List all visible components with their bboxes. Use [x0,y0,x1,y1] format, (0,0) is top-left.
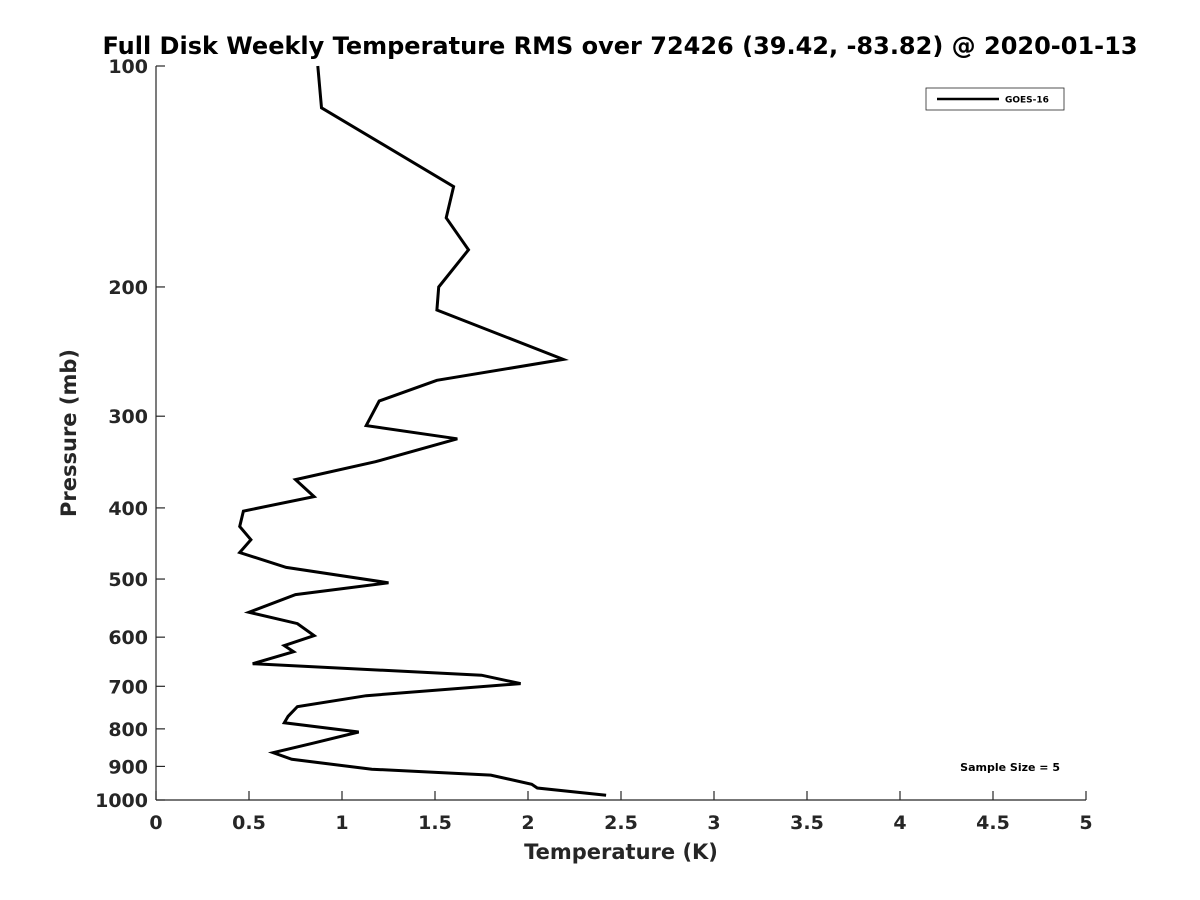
x-tick-label: 1.5 [418,812,452,834]
x-tick-label: 3.5 [790,812,824,834]
series-line-goes16 [237,65,607,797]
y-tick-label: 800 [108,719,148,741]
x-tick-label: 5 [1079,812,1092,834]
y-axis-ticks: 100 200 300 400 500 600 700 800 900 1000 [95,56,165,812]
chart-title: Full Disk Weekly Temperature RMS over 72… [102,32,1137,60]
y-tick-label: 400 [108,498,148,520]
x-tick-label: 4 [893,812,906,834]
y-tick-label: 300 [108,406,148,428]
x-axis-ticks: 0 0.5 1 1.5 2 2.5 3 3.5 4 4.5 5 [149,791,1093,834]
sample-size-annotation: Sample Size = 5 [960,761,1060,774]
series-layer [237,65,607,797]
x-tick-label: 1 [335,812,348,834]
y-tick-label: 700 [108,676,148,698]
legend-label-goes16: GOES-16 [1005,96,1049,106]
y-tick-label: 200 [108,277,148,299]
x-tick-label: 0.5 [232,812,266,834]
y-tick-label: 100 [108,56,148,78]
y-tick-label: 500 [108,569,148,591]
y-tick-label: 900 [108,756,148,778]
legend: GOES-16 [925,87,1065,111]
x-tick-label: 2 [521,812,534,834]
y-axis-label: Pressure (mb) [57,349,81,517]
x-tick-label: 3 [707,812,720,834]
x-tick-label: 4.5 [976,812,1010,834]
y-tick-label: 1000 [95,790,148,812]
x-tick-label: 2.5 [604,812,638,834]
y-tick-label: 600 [108,627,148,649]
x-tick-label: 0 [149,812,162,834]
x-axis-label: Temperature (K) [524,840,718,864]
